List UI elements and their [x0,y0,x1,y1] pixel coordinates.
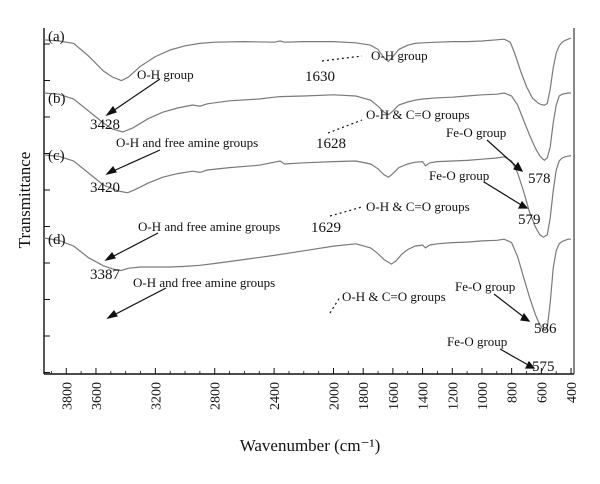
x-tick-label-800: 800 [506,382,521,403]
label-c-oh-amine: O-H and free amine groups [138,219,280,234]
label-b-oh-amine: O-H and free amine groups [116,135,258,150]
dotted-c-1629 [329,206,363,217]
x-tick-label-600: 600 [535,382,550,403]
arrowhead-d1-feo [520,312,531,322]
arrow-b-oh [110,149,161,173]
arrow-d1-feo [493,293,526,319]
arrow-d-oh [111,287,167,317]
x-tick-label-3600: 3600 [90,382,105,410]
panel-label-b: (b) [48,91,66,107]
x-tick-label-1400: 1400 [417,382,432,410]
spectrum-line-a [43,37,572,106]
panel-label-a: (a) [48,29,65,45]
spectrum-line-c [43,154,572,238]
label-b-oh-co: O-H & C=O groups [366,107,470,122]
label-b-578: 578 [528,171,551,187]
label-b-3420: 3420 [90,180,120,196]
x-tick-label-3800: 3800 [60,382,75,410]
x-tick-label-1200: 1200 [446,382,461,410]
arrowhead-b-feo [513,161,524,172]
dotted-a-1630 [321,55,363,62]
arrow-c-feo [483,181,524,207]
arrow-d2-feo [499,348,531,367]
x-tick-label-2800: 2800 [209,382,224,410]
y-tick-marks [44,43,50,373]
x-tick-label-1800: 1800 [357,382,372,410]
x-tick-label-2400: 2400 [268,382,283,410]
arrowhead-d2-feo [525,360,536,369]
arrow-c-oh [109,232,159,259]
annotation-labels: (a) (b) (c) (d) O-H group 3428 O-H group… [48,29,557,375]
arrowhead-b-oh [105,165,117,175]
x-axis-title: Wavenumber (cm⁻¹) [240,436,381,455]
label-b-1628: 1628 [316,136,346,152]
panel-label-c: (c) [48,148,65,164]
arrowhead-d-oh [106,309,118,319]
label-d2-feo: Fe-O group [447,334,507,349]
dotted-d-co [329,296,341,314]
arrow-b-feo [486,139,519,169]
spectrum-line-b [43,92,571,161]
dotted-b-1628 [327,119,363,134]
label-c-oh-co: O-H & C=O groups [366,199,470,214]
annotation-arrows [104,55,536,369]
arrowhead-c-feo [518,200,529,209]
label-a-oh-group-1630: O-H group [371,48,428,63]
label-a-oh-group: O-H group [137,67,194,82]
y-axis-title: Transmittance [15,152,34,249]
panel-label-d: (d) [48,232,66,248]
label-c-3387: 3387 [90,267,121,283]
label-d-oh-co: O-H & C=O groups [342,289,446,304]
label-d-586: 586 [534,321,557,337]
x-tick-label-400: 400 [565,382,580,403]
label-c-feo: Fe-O group [429,168,489,183]
x-tick-label-1000: 1000 [476,382,491,410]
label-d1-feo: Fe-O group [455,279,515,294]
x-tick-label-2000: 2000 [327,382,342,410]
x-tick-label-3200: 3200 [149,382,164,410]
label-a-1630: 1630 [305,69,335,85]
spectra-layer [43,37,572,331]
x-tick-label-1600: 1600 [387,382,402,410]
label-b-feo: Fe-O group [446,125,506,140]
arrowhead-a-oh [105,105,117,117]
label-d-oh-amine: O-H and free amine groups [133,275,275,290]
x-tick-marks: 3800 3600 3200 2800 2400 2000 1800 1600 1400 1200… [51,368,580,410]
spectrum-line-d [43,237,571,331]
arrowhead-c-oh [104,251,116,261]
arrow-a-oh [109,78,161,114]
label-d-575: 575 [532,359,555,375]
label-a-3428: 3428 [90,117,120,133]
label-c-1629: 1629 [311,220,341,236]
label-c-579: 579 [518,212,541,228]
